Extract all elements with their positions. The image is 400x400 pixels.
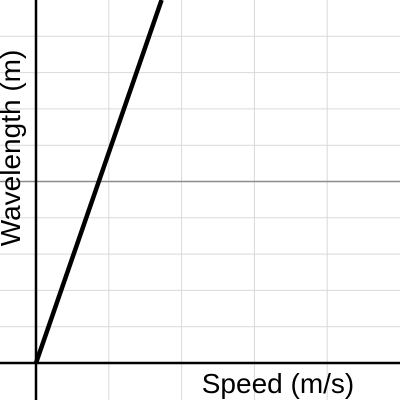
y-axis-label: Wavelength (m): [0, 50, 26, 247]
series-line: [33, 0, 164, 364]
series-layer: [33, 0, 164, 364]
x-axis-label: Speed (m/s): [202, 368, 355, 399]
